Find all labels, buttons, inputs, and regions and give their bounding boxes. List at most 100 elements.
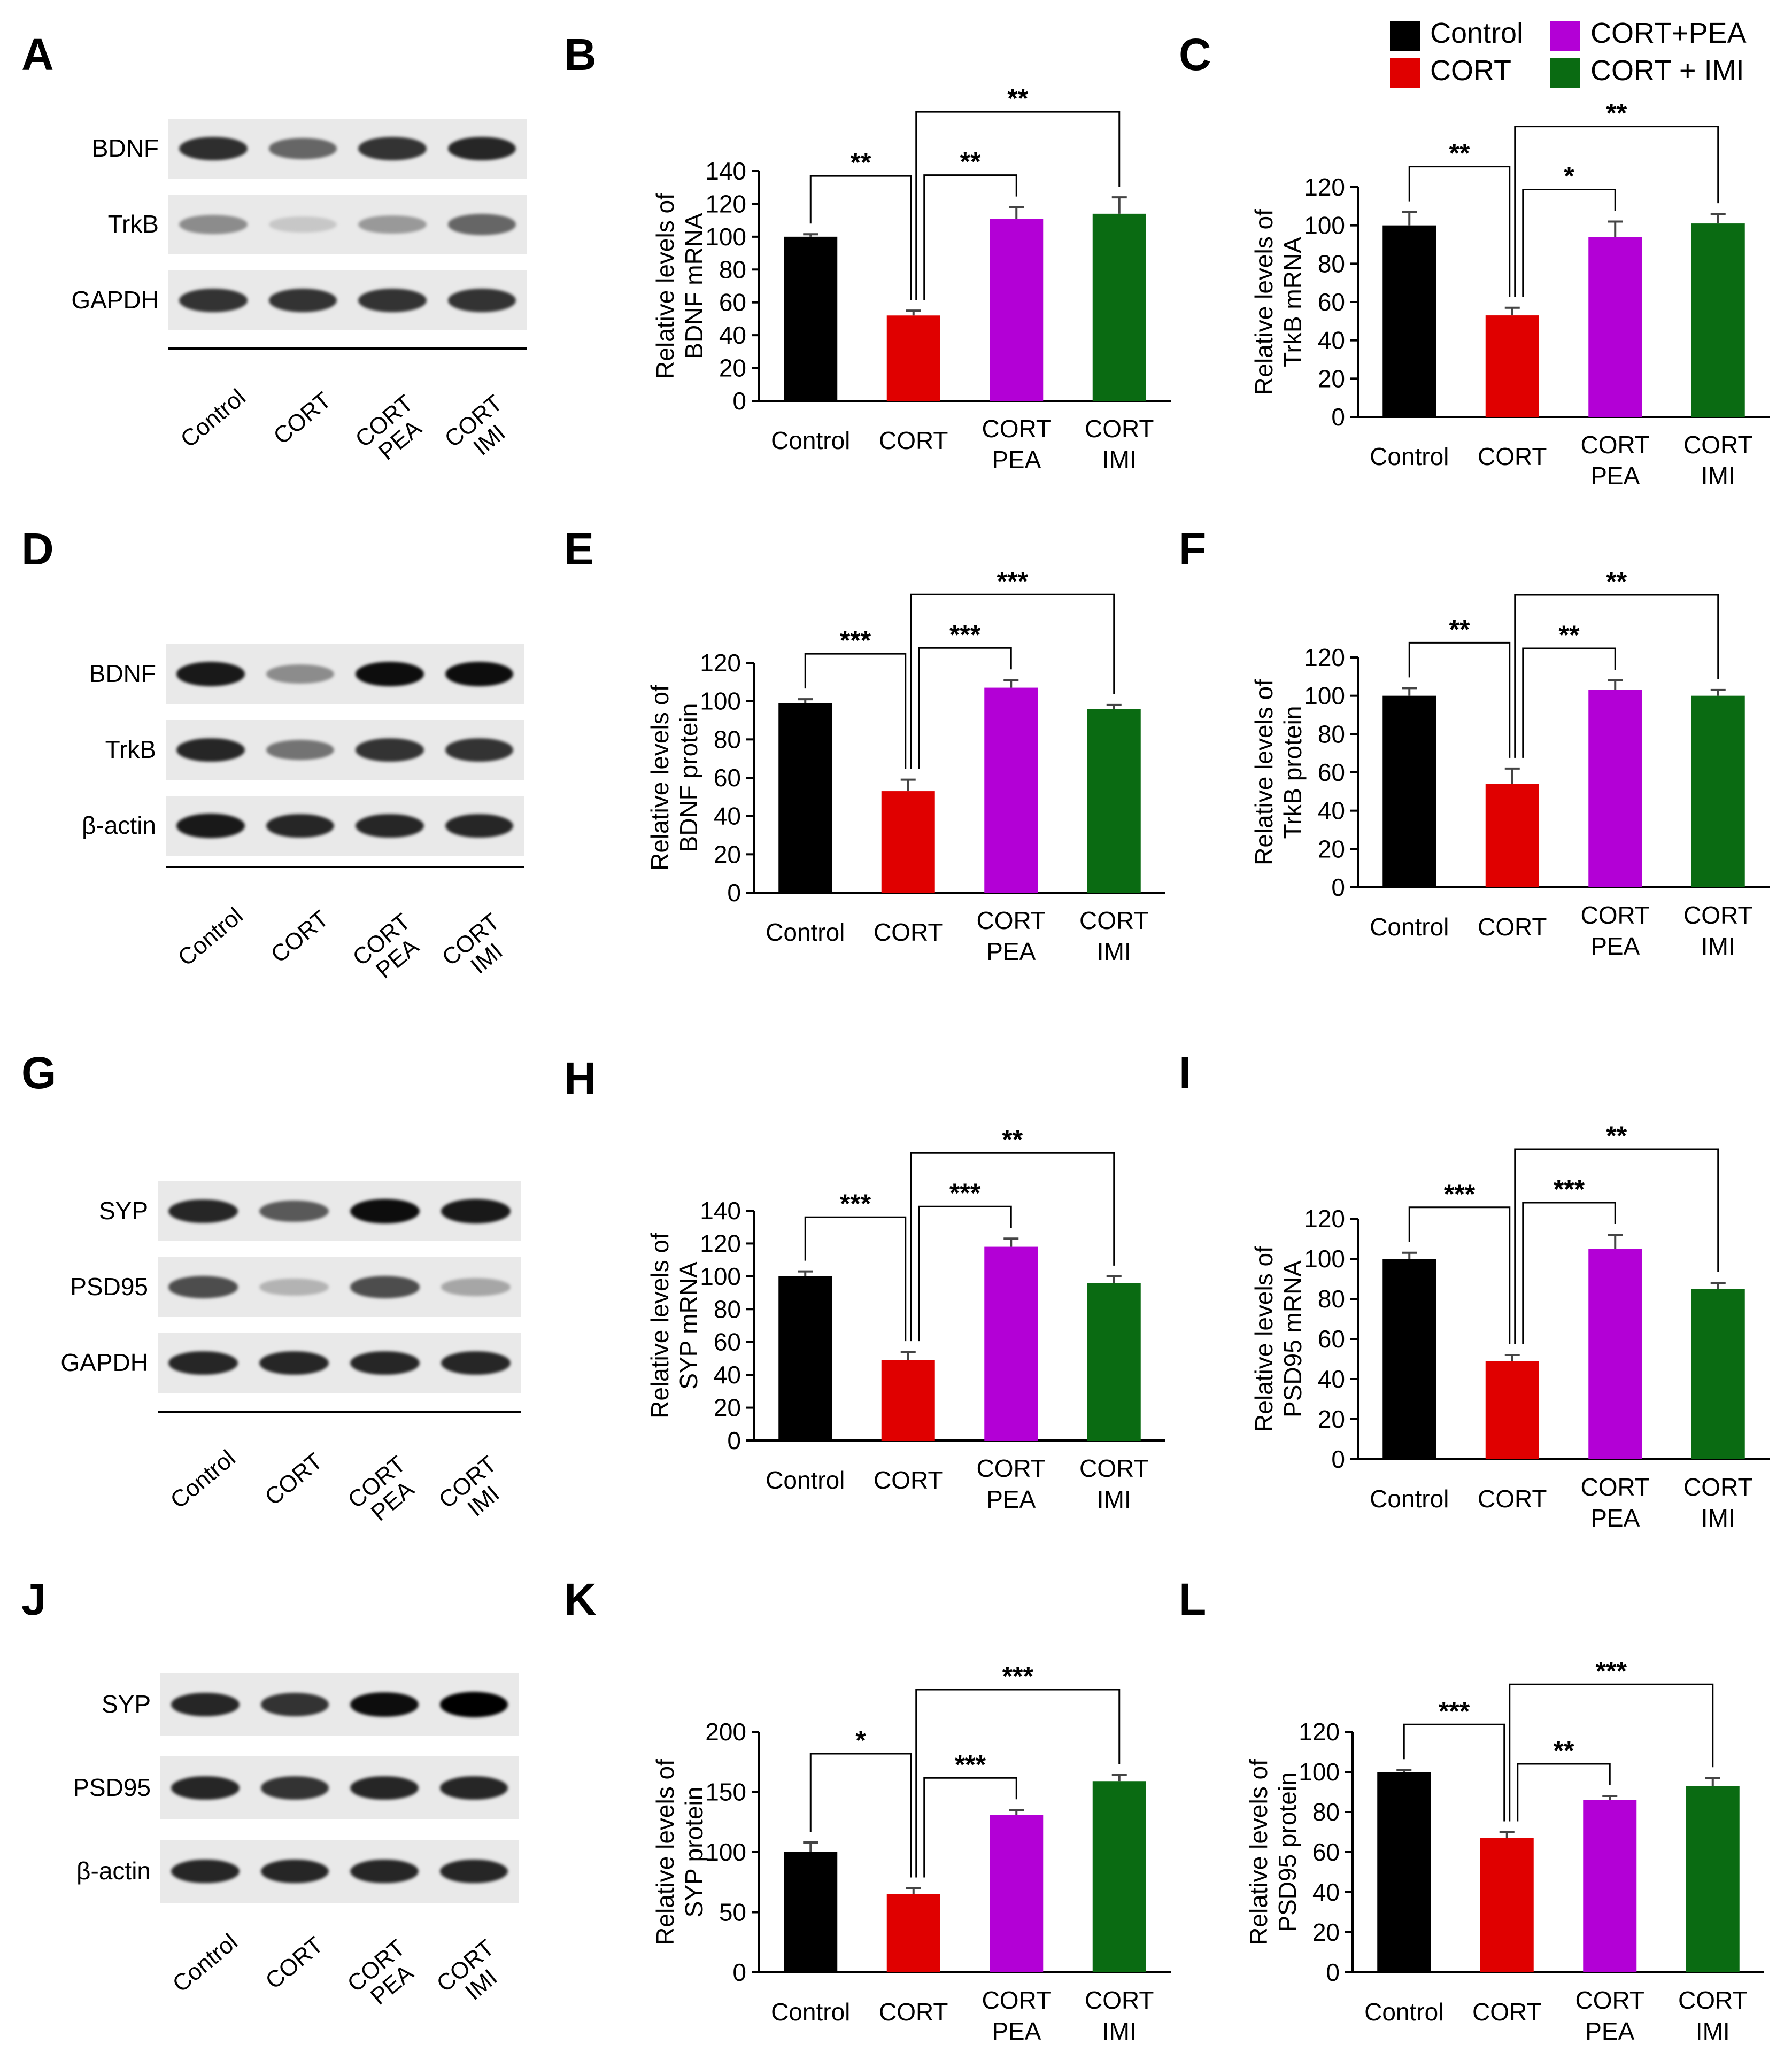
y-tick-label: 40 xyxy=(714,802,741,830)
significance-bracket xyxy=(809,1753,912,1878)
category-label-line: Control xyxy=(771,427,850,454)
y-tick-label: 100 xyxy=(1304,682,1345,710)
category-label: CORT IMI xyxy=(1678,1986,1748,2045)
significance-label: *** xyxy=(1596,1656,1627,1686)
significance-label: ** xyxy=(1007,83,1028,113)
bar xyxy=(1588,690,1642,887)
bar xyxy=(1382,225,1436,417)
y-tick-label: 20 xyxy=(714,840,741,868)
blot-band xyxy=(259,1200,329,1222)
legend-label: CORT + IMI xyxy=(1590,55,1744,87)
y-tick-label: 40 xyxy=(1318,1365,1345,1393)
significance-label: *** xyxy=(955,1749,986,1779)
bar xyxy=(984,687,1038,893)
category-label-line: CORT xyxy=(1472,1998,1542,2026)
blot-band xyxy=(441,1351,511,1375)
category-label-line: CORT xyxy=(1678,1986,1748,2014)
y-tick-label: 0 xyxy=(727,879,741,907)
panel-letter: L xyxy=(1179,1574,1207,1624)
blot-band xyxy=(350,1351,420,1375)
significance-bracket xyxy=(910,1152,1115,1342)
significance-bracket xyxy=(1514,594,1719,758)
category-label: CORT xyxy=(879,1998,948,2026)
blot-band xyxy=(168,1276,238,1298)
category-label-line: IMI xyxy=(1102,2017,1137,2045)
y-axis-label-line: SYP mRNA xyxy=(675,1261,702,1390)
significance-label: *** xyxy=(1554,1174,1585,1204)
y-tick-label: 40 xyxy=(1318,797,1345,825)
category-label: CORT IMI xyxy=(1079,907,1149,965)
panel-letter: K xyxy=(564,1574,597,1624)
category-label-line: IMI xyxy=(1701,1504,1735,1532)
significance-bracket xyxy=(804,1216,907,1342)
significance-label: *** xyxy=(997,566,1029,596)
y-tick-label: 80 xyxy=(714,1295,741,1323)
category-label: CORT PEA xyxy=(1581,431,1650,490)
category-label-line: CORT xyxy=(1581,901,1650,929)
significance-bracket xyxy=(1408,166,1511,297)
panel-letter: E xyxy=(564,524,594,574)
y-tick-label: 60 xyxy=(714,1328,741,1356)
y-axis-label: Relative levels ofTrkB mRNA xyxy=(1250,209,1307,395)
bar xyxy=(990,1815,1044,1972)
bar xyxy=(1377,1772,1431,1972)
y-axis-label-line: BDNF protein xyxy=(675,703,702,853)
y-axis-label-line: Relative levels of xyxy=(651,193,679,379)
y-tick-label: 100 xyxy=(700,687,741,715)
y-axis-label: Relative levels ofSYP protein xyxy=(651,1759,708,1945)
blot-band xyxy=(260,1693,329,1716)
significance-label: ** xyxy=(851,148,871,177)
blot-band-label: PSD95 xyxy=(73,1774,151,1801)
blot-band xyxy=(260,1776,329,1800)
blot-strip xyxy=(166,644,524,704)
category-label: Control xyxy=(1370,443,1449,470)
blot-band xyxy=(441,1278,511,1296)
significance-bracket xyxy=(1509,1683,1714,1822)
blot-band-label: PSD95 xyxy=(70,1273,148,1300)
category-label: CORT IMI xyxy=(1683,1473,1753,1532)
y-tick-label: 0 xyxy=(1326,1958,1340,1986)
category-label-line: CORT xyxy=(1085,1986,1154,2014)
category-label: Control xyxy=(771,427,850,454)
category-label-line: CORT xyxy=(982,415,1052,443)
y-tick-label: 100 xyxy=(705,1838,746,1866)
category-label-line: Control xyxy=(766,918,845,946)
legend-swatch xyxy=(1390,21,1420,51)
significance-bracket xyxy=(804,653,907,769)
blot-strip xyxy=(168,119,527,179)
y-tick-label: 50 xyxy=(719,1899,746,1926)
y-tick-label: 0 xyxy=(727,1427,741,1454)
blot-band xyxy=(445,661,513,687)
y-tick-label: 120 xyxy=(1304,173,1345,201)
y-tick-label: 60 xyxy=(1318,758,1345,786)
significance-label: *** xyxy=(949,1178,981,1208)
blot-band xyxy=(356,738,424,762)
y-axis-label: Relative levels ofBDNF mRNA xyxy=(651,193,708,379)
significance-label: ** xyxy=(1002,1125,1023,1155)
blot-strip xyxy=(160,1756,519,1819)
bar xyxy=(1485,784,1539,887)
bar xyxy=(1583,1800,1637,1972)
blot-band xyxy=(356,814,424,838)
panel-letter: H xyxy=(564,1053,597,1103)
blot-band-label: β-actin xyxy=(76,1857,151,1885)
y-axis-label: Relative levels ofTrkB protein xyxy=(1250,679,1307,865)
category-label-line: PEA xyxy=(1585,2017,1634,2045)
significance-label: ** xyxy=(1449,138,1470,168)
bar xyxy=(1691,1289,1745,1459)
blot-band-label: β-actin xyxy=(82,811,156,839)
y-tick-label: 120 xyxy=(700,649,741,677)
y-axis-label-line: PSD95 mRNA xyxy=(1279,1260,1307,1418)
blot-strip xyxy=(160,1673,519,1736)
category-label-line: CORT xyxy=(1575,1986,1645,2014)
y-axis-label-line: Relative levels of xyxy=(1250,1246,1278,1432)
y-tick-label: 0 xyxy=(1331,1445,1345,1473)
bar xyxy=(881,791,935,893)
category-label: Control xyxy=(766,1466,845,1494)
blot-band xyxy=(266,739,334,761)
y-tick-label: 100 xyxy=(1304,1245,1345,1273)
